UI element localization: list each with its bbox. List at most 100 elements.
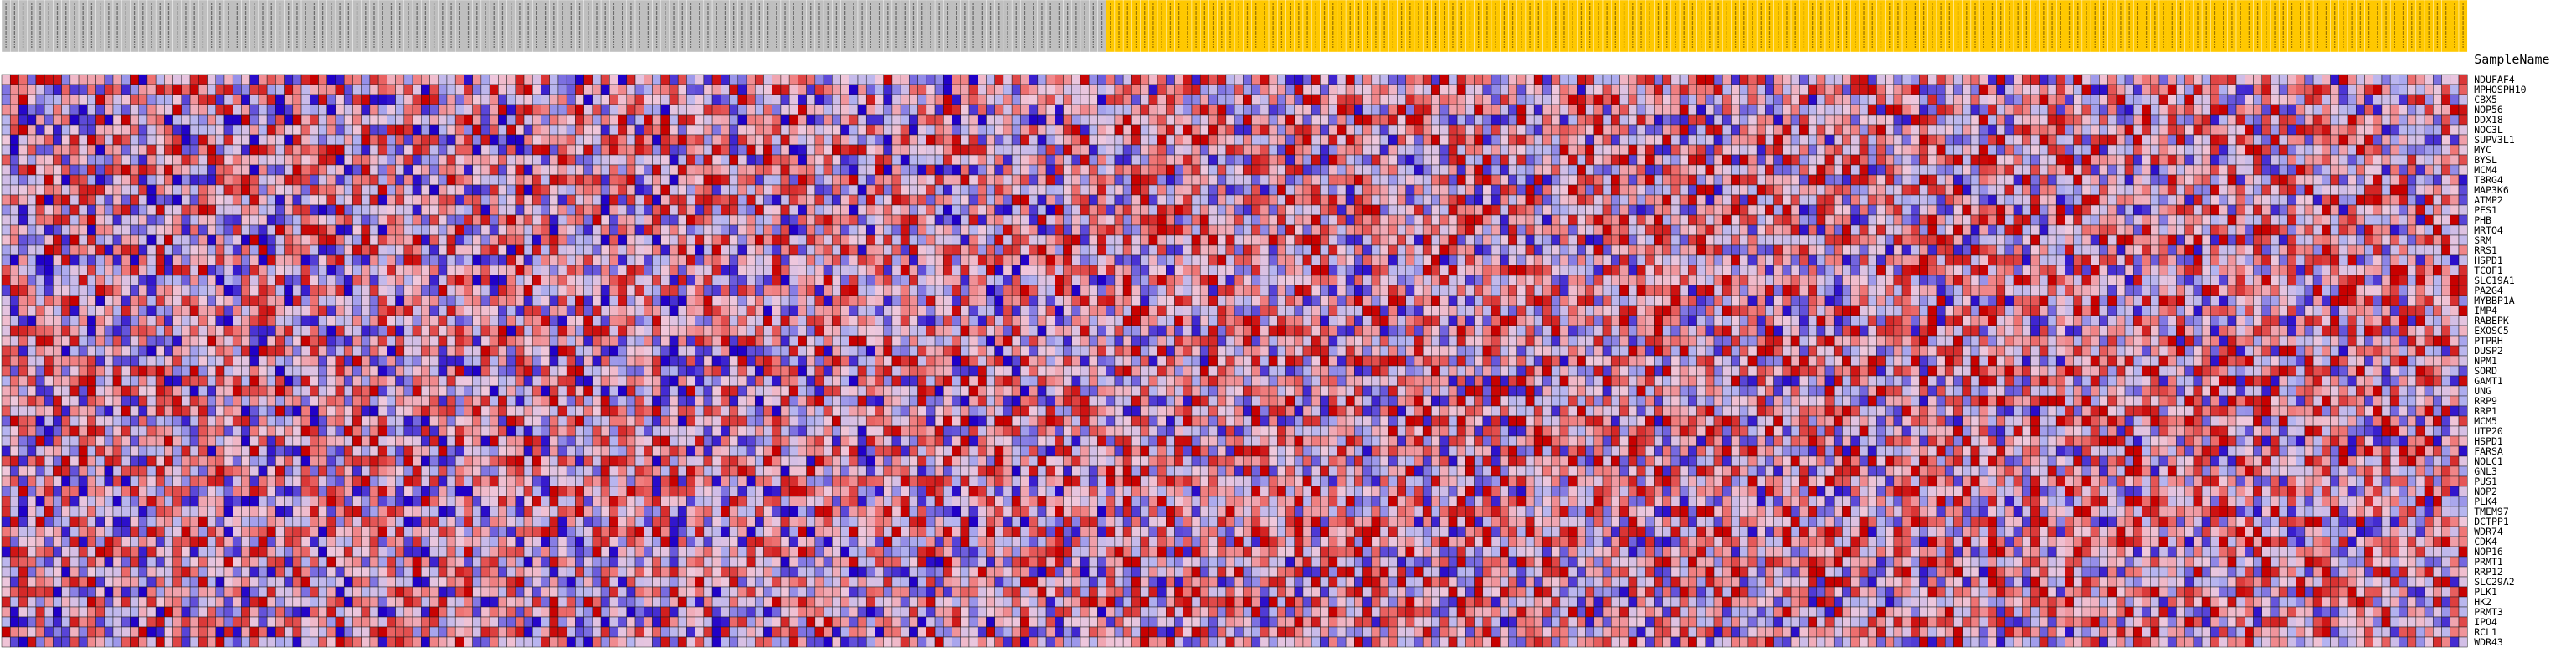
heatmap-cell	[1577, 215, 1585, 225]
heatmap-cell	[2168, 185, 2176, 195]
heatmap-cell	[2313, 115, 2322, 125]
heatmap-cell	[1234, 115, 1243, 125]
heatmap-cell	[1997, 75, 2005, 85]
heatmap-cell	[498, 165, 506, 175]
heatmap-cell	[1697, 95, 1706, 105]
heatmap-cell	[2194, 185, 2202, 195]
heatmap-cell	[1208, 215, 1217, 225]
heatmap-cell	[130, 225, 138, 235]
heatmap-cell	[627, 135, 635, 145]
heatmap-cell	[1192, 195, 1200, 205]
heatmap-cell	[344, 125, 352, 135]
heatmap-cell	[2373, 75, 2382, 85]
heatmap-cell	[233, 145, 241, 155]
heatmap-cell	[2228, 75, 2236, 85]
heatmap-cell	[430, 115, 439, 125]
heatmap-cell	[1431, 205, 1439, 215]
heatmap-cell	[661, 115, 670, 125]
heatmap-cell	[1894, 145, 1902, 155]
heatmap-cell	[1697, 135, 1706, 145]
heatmap-cell	[652, 205, 660, 215]
heatmap-cell	[2331, 145, 2339, 155]
heatmap-cell	[1346, 185, 1354, 195]
heatmap-cell	[10, 205, 18, 215]
heatmap-cell	[1911, 85, 1919, 95]
heatmap-cell	[918, 75, 926, 85]
heatmap-cell	[1988, 95, 1996, 105]
heatmap-cell	[1115, 165, 1123, 175]
heatmap-cell	[2382, 205, 2390, 215]
heatmap-cell	[858, 125, 866, 135]
heatmap-cell	[1192, 125, 1200, 135]
heatmap-cell	[1851, 85, 1860, 95]
heatmap-cell	[1260, 215, 1269, 225]
heatmap-cell	[832, 105, 840, 115]
heatmap-cell	[2459, 115, 2467, 125]
heatmap-cell	[815, 135, 824, 145]
heatmap-cell	[1594, 145, 1603, 155]
heatmap-cell	[1748, 85, 1757, 95]
heatmap-cell	[2228, 135, 2236, 145]
heatmap-cell	[1226, 165, 1234, 175]
heatmap-cell	[1465, 135, 1474, 145]
heatmap-cell	[1868, 85, 1876, 95]
heatmap-cell	[2356, 125, 2364, 135]
heatmap-cell	[1902, 105, 1911, 115]
heatmap-cell	[439, 165, 447, 175]
heatmap-cell	[1449, 145, 1457, 155]
heatmap-cell	[1997, 215, 2005, 225]
heatmap-cell	[1731, 85, 1739, 95]
heatmap-cell	[2, 195, 10, 205]
heatmap-cell	[1157, 155, 1166, 165]
heatmap-cell	[601, 85, 609, 95]
heatmap-cell	[798, 105, 806, 115]
heatmap-cell	[2425, 125, 2433, 135]
heatmap-cell	[224, 105, 233, 115]
heatmap-cell	[1491, 135, 1500, 145]
heatmap-cell	[1774, 85, 1783, 95]
heatmap-cell	[772, 125, 781, 135]
heatmap-cell	[2236, 125, 2245, 135]
heatmap-cell	[1971, 135, 1979, 145]
heatmap-cell	[2390, 135, 2399, 145]
heatmap-cell	[807, 105, 815, 115]
heatmap-cell	[498, 155, 506, 165]
heatmap-cell	[2236, 155, 2245, 165]
heatmap-cell	[1406, 205, 1414, 215]
heatmap-cell	[1449, 215, 1457, 225]
heatmap-cell	[439, 85, 447, 95]
heatmap-cell	[1886, 205, 1894, 215]
heatmap-cell	[1337, 165, 1346, 175]
heatmap-cell	[1277, 205, 1285, 215]
heatmap-cell	[2425, 95, 2433, 105]
heatmap-cell	[2125, 115, 2133, 125]
heatmap-cell	[781, 225, 789, 235]
heatmap-cell	[1508, 75, 1516, 85]
heatmap-cell	[943, 115, 952, 125]
heatmap-cell	[2031, 205, 2040, 215]
heatmap-cell	[858, 145, 866, 155]
heatmap-cell	[721, 75, 729, 85]
heatmap-cell	[1740, 155, 1748, 165]
heatmap-cell	[182, 125, 190, 135]
heatmap-cell	[1234, 175, 1243, 185]
heatmap-cell	[1218, 155, 1226, 165]
heatmap-cell	[1688, 155, 1696, 165]
heatmap-cell	[1748, 135, 1757, 145]
heatmap-cell	[130, 165, 138, 175]
heatmap-cell	[2356, 165, 2364, 175]
heatmap-cell	[2219, 205, 2228, 215]
heatmap-cell	[1329, 95, 1337, 105]
heatmap-cell	[378, 105, 387, 115]
heatmap-cell	[430, 225, 439, 235]
heatmap-cell	[44, 135, 53, 145]
heatmap-cell	[1963, 145, 1971, 155]
heatmap-cell	[1680, 85, 1688, 95]
heatmap-cell	[1286, 165, 1295, 175]
heatmap-cell	[832, 135, 840, 145]
heatmap-cell	[2142, 185, 2151, 195]
heatmap-cell	[327, 155, 336, 165]
heatmap-cell	[1012, 75, 1020, 85]
heatmap-cell	[2099, 125, 2107, 135]
heatmap-cell	[1706, 95, 1714, 105]
